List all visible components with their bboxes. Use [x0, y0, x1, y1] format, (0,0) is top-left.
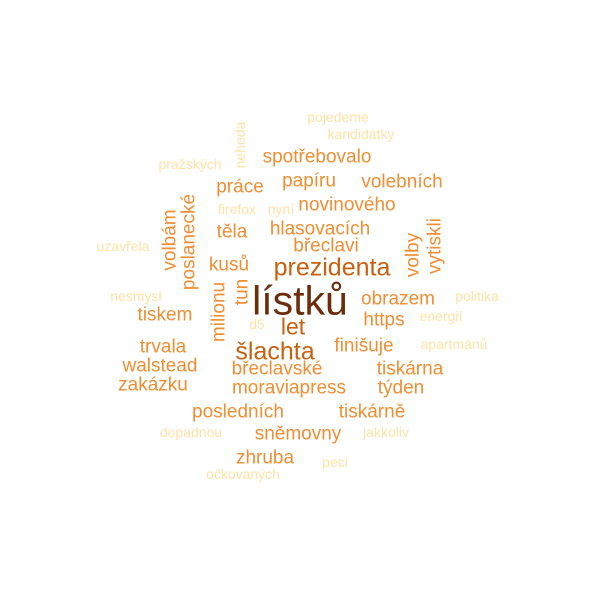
word-apartmanu: apartmánů — [420, 336, 488, 352]
word-tyden: týden — [377, 377, 425, 399]
word-volbam: volbám — [159, 209, 181, 271]
word-moraviapress: moraviapress — [231, 377, 347, 399]
word-kusu: kusů — [208, 254, 250, 276]
word-tiskarna: tiskárna — [376, 358, 444, 380]
word-tun: tun — [231, 278, 253, 306]
word-finisuje: finišuje — [334, 335, 394, 357]
word-papiru: papíru — [282, 170, 336, 192]
word-hlasovacich: hlasovacích — [269, 218, 371, 240]
word-https: https — [363, 309, 405, 331]
word-breclavi: břeclavi — [293, 235, 359, 257]
word-volebnich: volebních — [361, 171, 443, 193]
word-dopadnou: dopadnou — [159, 424, 223, 440]
word-novinoveho: novinového — [298, 194, 396, 216]
word-energii: energií — [419, 308, 463, 324]
word-politika: politika — [455, 288, 499, 304]
word-poslanecke: poslanecké — [178, 193, 200, 291]
word-spotrebovalo: spotřebovalo — [262, 146, 372, 168]
word-listku: lístků — [252, 277, 348, 324]
word-milionu: milionu — [208, 281, 230, 343]
word-kandidatky: kandidátky — [327, 126, 395, 142]
word-ockovanych: očkovaných — [206, 466, 280, 482]
word-nesmysl: nesmysl — [110, 288, 162, 304]
word-zakazku: zakázku — [118, 374, 188, 396]
word-prezidenta: prezidenta — [273, 253, 391, 282]
word-breclavske: břeclavské — [231, 358, 323, 380]
word-walstead: walstead — [122, 355, 198, 377]
word-obrazem: obrazem — [361, 288, 435, 310]
word-pojedeme: pojedeme — [307, 109, 369, 125]
word-tela: těla — [216, 221, 248, 243]
word-jakkoliv: jakkoliv — [363, 424, 409, 440]
word-nehoda: nehoda — [232, 121, 248, 169]
word-volby: volby — [402, 232, 424, 278]
word-poslednich: posledních — [192, 401, 284, 423]
word-nyni: nyní — [267, 201, 295, 217]
word-let: let — [280, 313, 306, 340]
word-slachta: šlachta — [235, 337, 315, 366]
word-prace: práce — [216, 176, 264, 198]
word-trvala: trvala — [139, 336, 187, 358]
word-snemovny: sněmovny — [254, 423, 342, 445]
word-zhruba: zhruba — [235, 447, 295, 469]
word-firefox: firefox — [217, 201, 257, 217]
word-tiskarne: tiskárně — [338, 401, 406, 423]
word-vytiskli: vytiskli — [424, 218, 446, 274]
word-uzavrela: uzavřela — [96, 238, 150, 254]
word-d5: d5 — [249, 316, 265, 332]
word-tiskem: tiskem — [137, 304, 193, 326]
word-peci: peci — [322, 454, 348, 470]
word-prazskych: pražských — [158, 156, 222, 172]
